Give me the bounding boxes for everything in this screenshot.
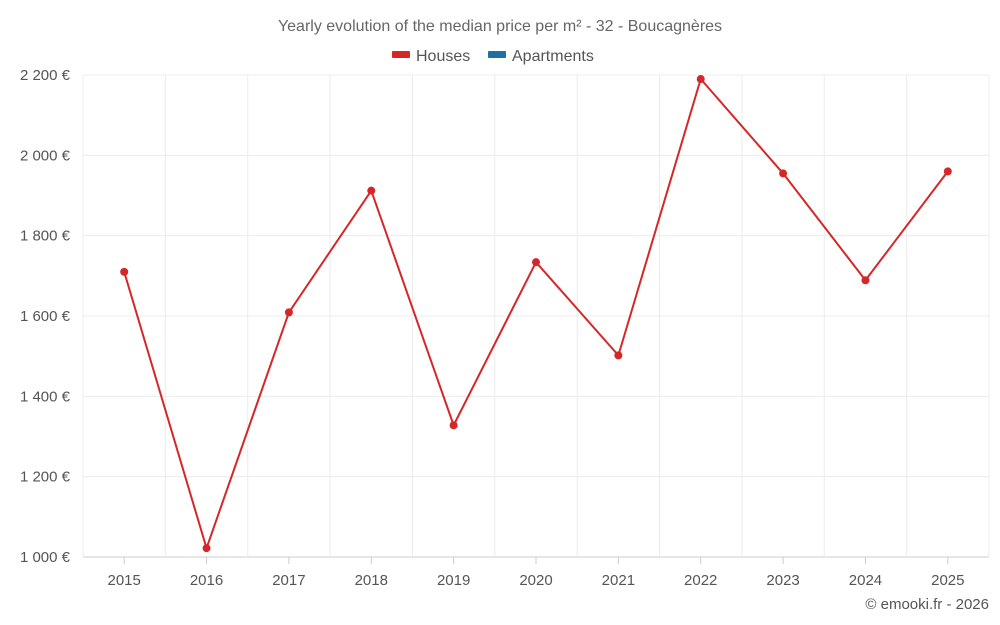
data-point[interactable] [779, 169, 788, 178]
chart-title: Yearly evolution of the median price per… [278, 18, 722, 35]
legend-label-apartments: Apartments [512, 48, 594, 65]
x-tick-label: 2018 [355, 572, 388, 589]
data-point[interactable] [696, 75, 705, 84]
credit-text: © emooki.fr - 2026 [865, 596, 989, 613]
x-axis-ticks: 2015 2016 2017 2018 2019 2020 2021 2022 2023 2024… [107, 557, 965, 589]
y-tick-label: 1 000 € [20, 549, 71, 566]
data-point[interactable] [202, 544, 211, 553]
data-point[interactable] [284, 308, 293, 317]
data-point[interactable] [367, 186, 376, 195]
data-point[interactable] [449, 421, 458, 430]
y-tick-label: 1 800 € [20, 228, 71, 245]
x-tick-label: 2021 [602, 572, 635, 589]
legend[interactable]: Houses Apartments [392, 48, 594, 65]
legend-swatch-houses [392, 51, 410, 58]
y-tick-label: 2 200 € [20, 67, 71, 84]
x-tick-label: 2015 [107, 572, 140, 589]
x-tick-label: 2019 [437, 572, 470, 589]
x-tick-label: 2017 [272, 572, 305, 589]
x-tick-label: 2020 [519, 572, 552, 589]
x-tick-label: 2025 [931, 572, 964, 589]
data-point[interactable] [943, 167, 952, 176]
y-tick-label: 1 600 € [20, 308, 71, 325]
y-tick-label: 1 200 € [20, 469, 71, 486]
legend-swatch-apartments [488, 51, 506, 58]
x-tick-label: 2024 [849, 572, 882, 589]
data-point[interactable] [120, 267, 129, 276]
data-point[interactable] [532, 258, 540, 267]
y-tick-label: 2 000 € [20, 147, 71, 164]
gridlines [82, 74, 990, 558]
legend-item-apartments[interactable]: Apartments [488, 48, 594, 65]
x-tick-label: 2022 [684, 572, 717, 589]
data-point[interactable] [614, 351, 623, 360]
x-tick-label: 2016 [190, 572, 223, 589]
legend-item-houses[interactable]: Houses [392, 48, 470, 65]
legend-label-houses: Houses [416, 48, 470, 65]
data-point[interactable] [861, 276, 870, 285]
y-axis-ticks: 1 000 € 1 200 € 1 400 € 1 600 € 1 800 € 2 000… [20, 67, 71, 566]
series-houses [120, 75, 952, 553]
y-tick-label: 1 400 € [20, 388, 71, 405]
x-tick-label: 2023 [766, 572, 799, 589]
